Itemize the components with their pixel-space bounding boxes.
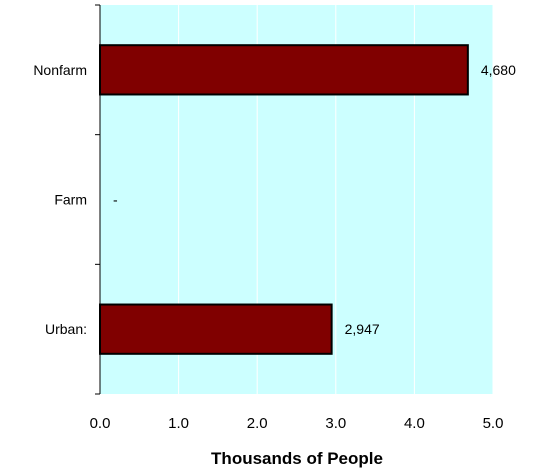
data-label-0: 4,680 <box>481 62 516 78</box>
x-tick-label-4: 4.0 <box>404 415 425 432</box>
category-label-2: Urban: <box>45 321 87 337</box>
category-labels: Nonfarm Farm Urban: <box>33 62 87 337</box>
x-tick-label-0: 0.0 <box>90 415 111 432</box>
x-axis-tick-labels: 0.0 1.0 2.0 3.0 4.0 5.0 <box>90 415 504 432</box>
category-label-1: Farm <box>54 192 87 208</box>
data-label-1: - <box>113 192 118 208</box>
category-label-0: Nonfarm <box>33 62 87 78</box>
x-tick-label-3: 3.0 <box>325 415 346 432</box>
data-label-2: 2,947 <box>345 321 380 337</box>
x-tick-label-5: 5.0 <box>483 415 504 432</box>
bar-nonfarm <box>99 44 469 96</box>
y-axis-ticks <box>95 4 100 395</box>
x-axis-title: Thousands of People <box>211 449 383 468</box>
x-tick-label-1: 1.0 <box>168 415 189 432</box>
bar-urban <box>99 303 333 355</box>
x-tick-label-2: 2.0 <box>247 415 268 432</box>
data-labels: 4,680 - 2,947 <box>113 62 516 337</box>
